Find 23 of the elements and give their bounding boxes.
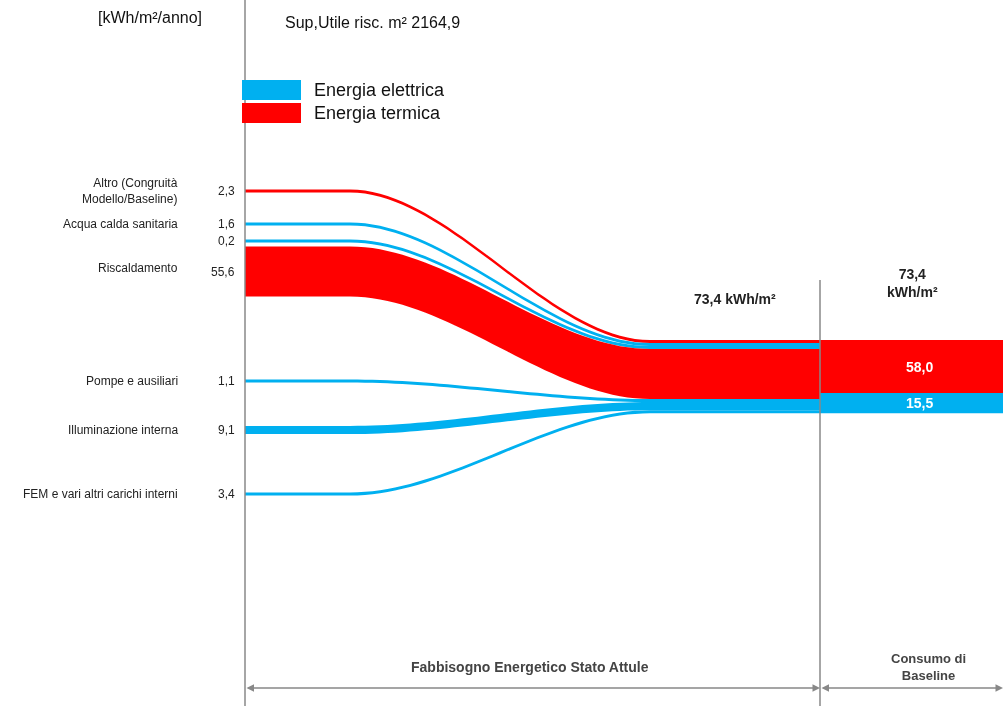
legend-label: Energia elettrica bbox=[314, 80, 446, 100]
data-label: 9,1 bbox=[218, 423, 236, 437]
category-label: Illuminazione interna bbox=[68, 423, 179, 437]
legend-label: Energia termica bbox=[314, 103, 442, 123]
data-label: 1,1 bbox=[218, 374, 236, 388]
data-label: 1,6 bbox=[218, 217, 236, 231]
text: 73,4 kWh/m² bbox=[887, 266, 938, 301]
data-label: 0,2 bbox=[218, 234, 236, 248]
data-label: 3,4 bbox=[218, 487, 236, 501]
text: Consumo di Baseline bbox=[891, 651, 967, 683]
text: [kWh/m²/anno] bbox=[98, 9, 203, 26]
category-label: Acqua calda sanitaria bbox=[63, 217, 179, 231]
category-label: Riscaldamento bbox=[98, 261, 178, 275]
category-label: Altro (Congruità Modello/Baseline) bbox=[82, 176, 178, 206]
text: 58,0 bbox=[906, 359, 934, 375]
data-label: 2,3 bbox=[218, 184, 236, 198]
data-label: 55,6 bbox=[211, 265, 235, 279]
text: 15,5 bbox=[906, 395, 934, 411]
category-label: Pompe e ausiliari bbox=[86, 374, 179, 388]
text: Sup,Utile risc. m² 2164,9 bbox=[285, 14, 461, 31]
text: 73,4 kWh/m² bbox=[694, 291, 777, 307]
category-label: FEM e vari altri carichi interni bbox=[23, 487, 178, 501]
text: Fabbisogno Energetico Stato Attule bbox=[411, 659, 649, 675]
